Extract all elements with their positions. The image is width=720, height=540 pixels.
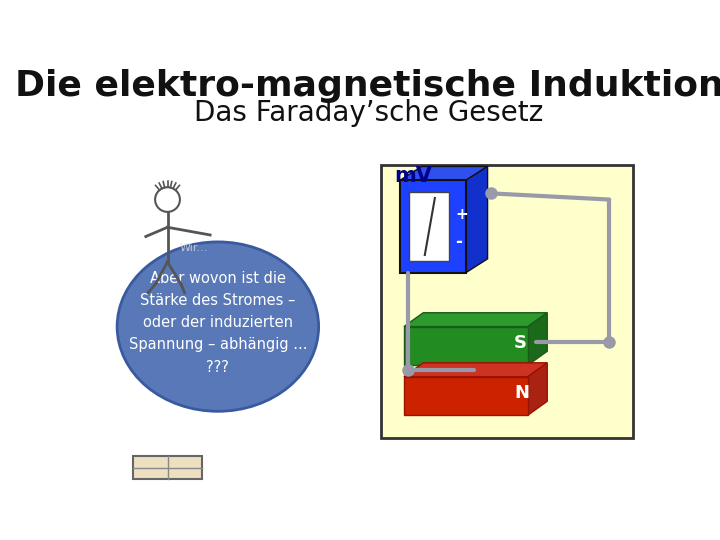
Text: Die elektro-magnetische Induktion: Die elektro-magnetische Induktion bbox=[14, 69, 720, 103]
Text: Wir...: Wir... bbox=[179, 243, 207, 253]
Text: -: - bbox=[455, 233, 462, 251]
Text: Aber wovon ist die
Stärke des Stromes –
oder der induzierten
Spannung – abhängig: Aber wovon ist die Stärke des Stromes – … bbox=[129, 271, 307, 375]
Polygon shape bbox=[528, 313, 547, 365]
Text: S: S bbox=[514, 334, 527, 352]
Polygon shape bbox=[400, 166, 487, 180]
Text: mV: mV bbox=[395, 166, 433, 186]
Text: Das Faraday’sche Gesetz: Das Faraday’sche Gesetz bbox=[194, 98, 544, 126]
Polygon shape bbox=[466, 166, 487, 273]
Circle shape bbox=[155, 187, 180, 212]
FancyBboxPatch shape bbox=[409, 192, 449, 261]
FancyBboxPatch shape bbox=[132, 456, 202, 479]
Text: N: N bbox=[514, 384, 529, 402]
FancyBboxPatch shape bbox=[400, 180, 466, 273]
Polygon shape bbox=[160, 388, 202, 405]
Polygon shape bbox=[404, 313, 547, 327]
Text: +: + bbox=[455, 207, 468, 222]
Polygon shape bbox=[404, 363, 547, 377]
Ellipse shape bbox=[117, 242, 319, 411]
Polygon shape bbox=[528, 363, 547, 415]
FancyBboxPatch shape bbox=[381, 165, 632, 438]
FancyBboxPatch shape bbox=[404, 327, 528, 365]
FancyBboxPatch shape bbox=[404, 377, 528, 415]
